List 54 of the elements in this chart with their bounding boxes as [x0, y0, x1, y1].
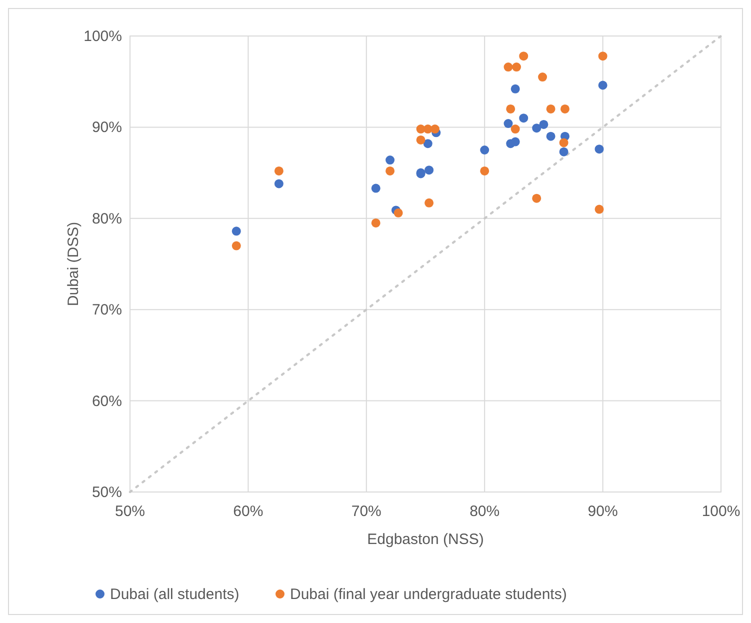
point [504, 62, 513, 72]
point [371, 184, 380, 193]
x-tick-label: 90% [588, 503, 618, 520]
y-tick-label: 100% [84, 28, 122, 45]
point [594, 204, 604, 214]
y-axis-title: Dubai (DSS) [65, 222, 82, 306]
x-tick-label: 70% [351, 503, 382, 520]
point [506, 104, 516, 114]
x-tick-label: 50% [114, 503, 146, 520]
point [519, 52, 528, 61]
x-tick-label: 60% [233, 503, 264, 520]
point [274, 179, 284, 188]
y-tick-label: 50% [92, 484, 122, 501]
point [532, 194, 542, 203]
point [386, 166, 395, 176]
point [560, 104, 570, 114]
x-axis-title: Edgbaston (NSS) [367, 531, 484, 548]
point [546, 104, 556, 114]
y-tick-label: 90% [92, 119, 122, 136]
point [232, 226, 241, 236]
point [539, 120, 548, 129]
point [510, 84, 520, 94]
point [519, 114, 528, 123]
point [232, 241, 241, 250]
point [510, 137, 520, 146]
point [598, 52, 608, 61]
point [274, 166, 284, 176]
point [424, 166, 434, 175]
point [424, 198, 434, 208]
y-tick-label: 80% [92, 210, 122, 228]
point [394, 208, 403, 218]
point [430, 124, 440, 134]
point [423, 139, 432, 148]
x-tick-label: 80% [470, 503, 500, 520]
point [559, 138, 568, 148]
x-tick-label: 100% [702, 503, 740, 520]
point [559, 147, 568, 156]
point [386, 156, 395, 165]
point [512, 62, 522, 72]
point [504, 119, 513, 128]
point [598, 80, 608, 90]
legend-label: Dubai (all students) [110, 586, 240, 603]
point [546, 132, 556, 141]
point [538, 72, 548, 82]
legend-label: Dubai (final year undergraduate students) [290, 586, 567, 603]
y-tick-label: 70% [92, 302, 122, 319]
point [416, 135, 426, 144]
point [532, 124, 542, 133]
point [594, 144, 604, 154]
y-tick-label: 60% [92, 392, 122, 410]
point [371, 218, 380, 228]
point [480, 146, 490, 154]
point [510, 124, 520, 134]
point [480, 166, 490, 176]
